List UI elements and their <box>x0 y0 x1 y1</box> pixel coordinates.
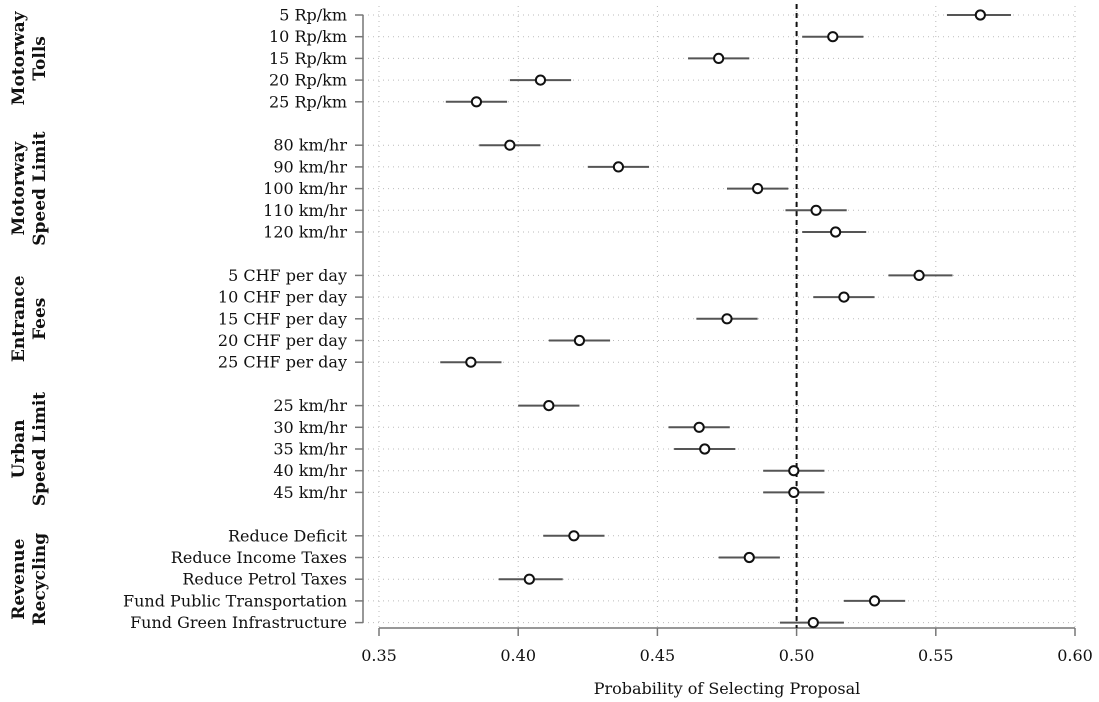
point-estimate <box>612 161 625 173</box>
category-label: Reduce Petrol Taxes <box>182 570 347 589</box>
group-label: Motorway <box>9 141 29 236</box>
category-label: 20 Rp/km <box>269 71 347 90</box>
category-labels: 5 Rp/km 10 Rp/km 15 Rp/km 20 Rp/km 25 Rp/km 8… <box>123 6 348 633</box>
point-estimate <box>523 573 535 585</box>
category-label: Reduce Income Taxes <box>171 548 347 567</box>
point-estimate <box>788 486 800 498</box>
x-tick-label: 0.45 <box>640 646 676 665</box>
point-estimate <box>807 617 819 629</box>
category-label: 25 CHF per day <box>218 353 347 372</box>
category-label: 45 km/hr <box>273 483 347 502</box>
point-estimate <box>913 269 925 281</box>
point-estimate <box>573 334 586 347</box>
point-estimate <box>752 183 764 195</box>
category-label: 35 km/hr <box>273 440 347 459</box>
category-label: 5 Rp/km <box>279 6 347 25</box>
category-label: 15 CHF per day <box>218 309 347 328</box>
category-label: 25 Rp/km <box>269 92 347 111</box>
point-estimate <box>713 52 725 65</box>
group-label: Urban <box>9 419 29 478</box>
point-estimate <box>543 400 555 412</box>
category-label: 15 Rp/km <box>269 49 347 68</box>
point-estimate <box>699 443 711 455</box>
point-estimate <box>534 74 547 86</box>
category-label: 5 CHF per day <box>228 266 347 285</box>
point-estimate <box>470 96 483 108</box>
group-label: Tolls <box>30 36 50 81</box>
axes: 0.35 0.40 0.45 0.50 0.55 0.60 <box>355 14 1093 665</box>
category-label: Reduce Deficit <box>228 526 348 545</box>
x-tick-label: 0.60 <box>1057 646 1093 665</box>
estimates <box>440 9 1011 629</box>
category-label: 110 km/hr <box>263 201 347 220</box>
point-estimate <box>693 421 705 433</box>
category-label: 40 km/hr <box>273 461 347 480</box>
point-estimate <box>504 139 516 151</box>
point-estimate <box>838 291 850 303</box>
category-label: Fund Green Infrastructure <box>130 613 347 632</box>
point-estimate <box>868 595 881 607</box>
point-estimate <box>827 31 839 43</box>
point-estimate <box>788 465 800 477</box>
point-estimate <box>568 530 580 542</box>
group-label: Motorway <box>9 10 29 105</box>
group-label: Recycling <box>30 533 50 626</box>
group-label: Speed Limit <box>30 131 50 245</box>
point-estimate <box>974 9 986 21</box>
group-label: Entrance <box>9 275 29 362</box>
category-label: Fund Public Transportation <box>123 591 347 610</box>
x-tick-label: 0.40 <box>500 646 536 665</box>
group-label: Speed Limit <box>30 392 50 506</box>
x-tick-label: 0.35 <box>361 646 397 665</box>
point-estimate <box>743 551 755 564</box>
group-label: Revenue <box>9 538 29 619</box>
x-tick-label: 0.55 <box>918 646 954 665</box>
point-estimate <box>721 313 733 325</box>
category-label: 80 km/hr <box>273 136 347 155</box>
category-label: 30 km/hr <box>273 418 347 437</box>
category-label: 20 CHF per day <box>218 331 347 350</box>
category-label: 10 CHF per day <box>218 288 347 307</box>
x-axis-title: Probability of Selecting Proposal <box>594 679 861 698</box>
point-estimate <box>810 204 822 216</box>
category-label: 100 km/hr <box>263 179 347 198</box>
category-label: 10 Rp/km <box>269 27 347 46</box>
point-estimate <box>465 356 477 368</box>
category-label: 90 km/hr <box>273 157 347 176</box>
category-label: 120 km/hr <box>263 223 347 242</box>
group-label: Fees <box>30 298 50 340</box>
point-estimate <box>829 226 842 238</box>
x-tick-label: 0.50 <box>779 646 815 665</box>
grid <box>363 6 1076 628</box>
category-label: 25 km/hr <box>273 396 347 415</box>
